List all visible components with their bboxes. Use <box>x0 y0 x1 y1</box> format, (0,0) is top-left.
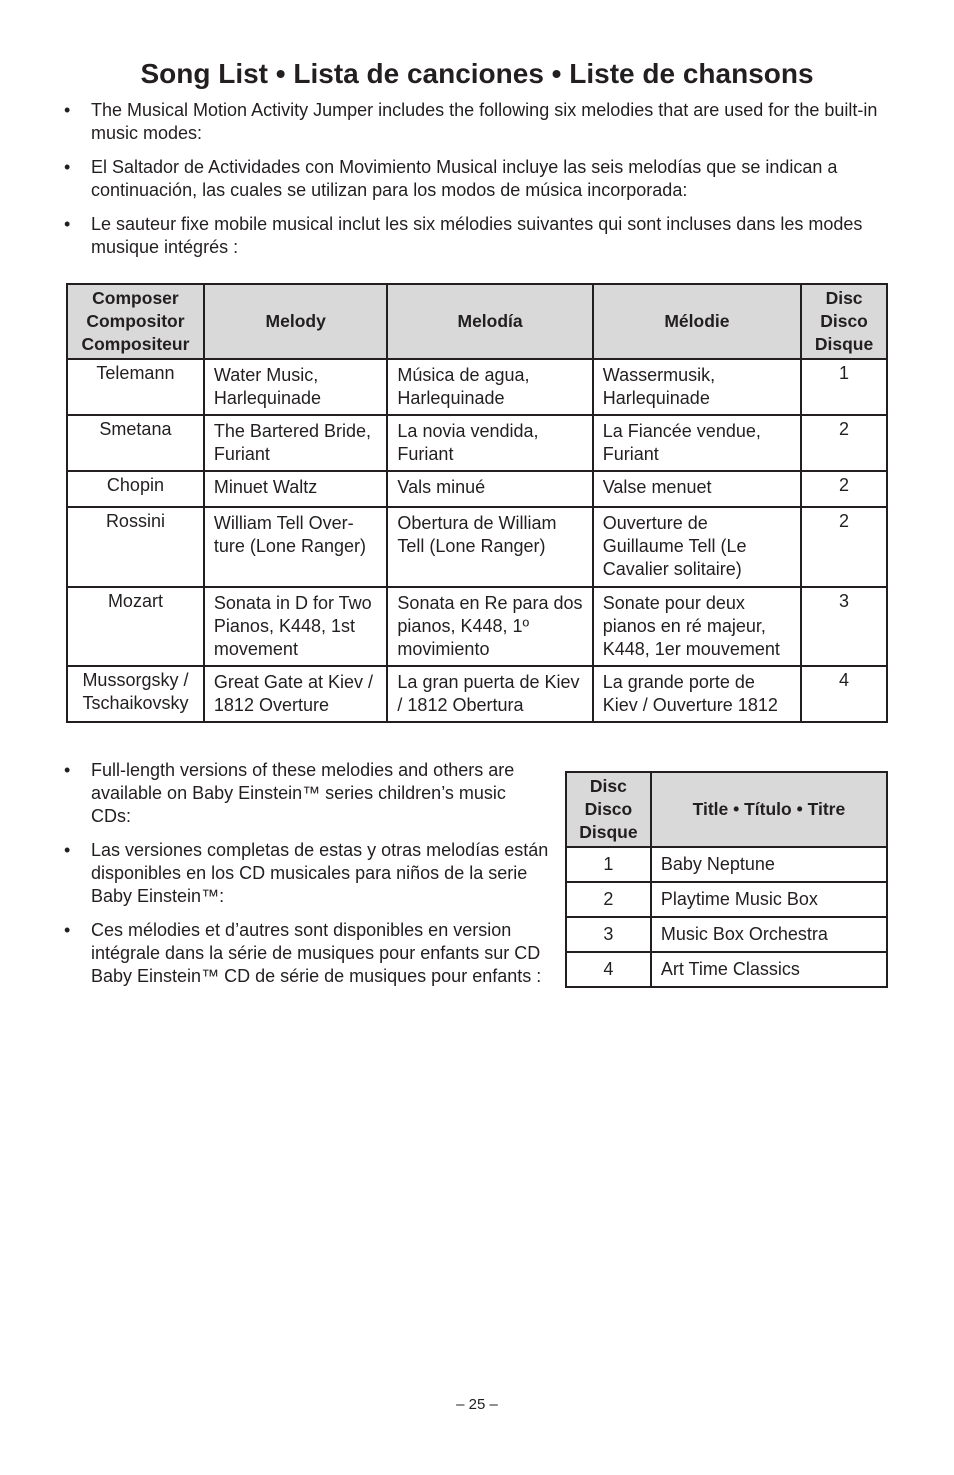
melodie-cell: Sonate pour deux pianos en ré majeur, K4… <box>591 586 803 667</box>
disc-cell: 1 <box>565 846 652 883</box>
disc-cell: 2 <box>800 470 888 508</box>
composer-cell: Chopin <box>66 470 205 508</box>
disc-cell: 4 <box>800 665 888 723</box>
list-item: • Full-length versions of these melodies … <box>64 760 515 826</box>
intro-bullet-list: • The Musical Motion Activity Jumper incl… <box>64 99 884 270</box>
list-item: • Le sauteur fixe mobile musical inclut l… <box>64 214 863 257</box>
table-row: 2 Playtime Music Box <box>565 881 889 918</box>
table-row: Mozart Sonata in D for Two Pianos, K448, … <box>66 586 888 667</box>
bullet-text: Le sauteur fixe mobile musical inclut le… <box>91 214 863 257</box>
composer-cell: Mussorgsky / Tschaikovsky <box>66 665 205 723</box>
table-header-row: Composer Compositor Compositeur Melody M… <box>66 283 888 360</box>
title-cell: Music Box Orchestra <box>649 916 889 953</box>
disc-cell: 2 <box>800 414 888 472</box>
melody-cell: Water Music, Harlequinade <box>202 358 389 416</box>
melody-cell: Minuet Waltz <box>202 470 389 508</box>
header-melodie: Mélodie <box>591 283 803 360</box>
melody-cell: The Bartered Bride, Furiant <box>202 414 389 472</box>
disc-cell: 1 <box>800 358 888 416</box>
table-header-row: Disc Disco Disque Title • Título • Titre <box>565 771 889 848</box>
header-disc: Disc Disco Disque <box>800 283 888 360</box>
cd-bullet-list: • Full-length versions of these melodies … <box>64 759 549 999</box>
header-melodia: Melodía <box>386 283 594 360</box>
table-row: Smetana The Bartered Bride, Furiant La nov… <box>66 414 888 472</box>
disc-cell: 2 <box>565 881 652 918</box>
melodie-cell: La grande porte de Kiev / Ouverture 1812 <box>591 665 803 723</box>
list-item: • Las versiones completas de estas y otra… <box>64 840 549 906</box>
title-cell: Baby Neptune <box>649 846 889 883</box>
list-item: • Ces mélodies et d’autres sont disponibl… <box>64 920 542 986</box>
melodia-cell: Vals minué <box>386 470 594 508</box>
melodie-cell: La Fiancée vendue, Furiant <box>591 414 803 472</box>
melodie-cell: Wassermusik, Harlequinade <box>591 358 803 416</box>
page-number: – 25 – <box>456 1396 498 1413</box>
bullet-text: Full-length versions of these melodies a… <box>91 760 515 826</box>
header-melody: Melody <box>202 283 389 360</box>
melodia-cell: La gran puerta de Kiev / 1812 Obertura <box>386 665 594 723</box>
disc-cell: 3 <box>800 586 888 667</box>
page-title: Song List • Lista de canciones • Liste d… <box>140 58 814 89</box>
table-row: Telemann Water Music, Harlequinade Música … <box>66 358 888 416</box>
melody-cell: William Tell Over-ture (Lone Ranger) <box>202 506 389 588</box>
table-row: 3 Music Box Orchestra <box>565 916 889 953</box>
composer-cell: Telemann <box>66 358 205 416</box>
disc-cell: 4 <box>565 951 652 988</box>
melodia-cell: La novia vendida, Furiant <box>386 414 594 472</box>
table-row: 1 Baby Neptune <box>565 846 889 883</box>
melodia-cell: Sonata en Re para dos pianos, K448, 1º m… <box>386 586 594 667</box>
melodia-cell: Obertura de William Tell (Lone Ranger) <box>386 506 594 588</box>
title-cell: Playtime Music Box <box>649 881 889 918</box>
bullet-text: Ces mélodies et d’autres sont disponible… <box>91 920 542 986</box>
header-title: Title • Título • Titre <box>649 771 889 848</box>
table-row: Rossini William Tell Over-ture (Lone Rang… <box>66 506 888 588</box>
title-cell: Art Time Classics <box>649 951 889 988</box>
composer-cell: Mozart <box>66 586 205 667</box>
bullet-text: The Musical Motion Activity Jumper inclu… <box>91 100 878 143</box>
melody-cell: Great Gate at Kiev / 1812 Overture <box>202 665 389 723</box>
composer-cell: Rossini <box>66 506 205 588</box>
header-composer: Composer Compositor Compositeur <box>66 283 205 360</box>
disc-cell: 3 <box>565 916 652 953</box>
table-row: Mussorgsky / Tschaikovsky Great Gate at K… <box>66 665 888 723</box>
song-table: Composer Compositor Compositeur Melody M… <box>66 283 888 723</box>
melodie-cell: Valse menuet <box>591 470 803 508</box>
list-item: • El Saltador de Actividades con Movimien… <box>64 157 838 200</box>
melodie-cell: Ouverture de Guillaume Tell (Le Cavalier… <box>591 506 803 588</box>
table-row: 4 Art Time Classics <box>565 951 889 988</box>
composer-cell: Smetana <box>66 414 205 472</box>
melody-cell: Sonata in D for Two Pianos, K448, 1st mo… <box>202 586 389 667</box>
table-row: Chopin Minuet Waltz Vals minué Valse menuet… <box>66 470 888 508</box>
disc-table: Disc Disco Disque Title • Título • Titre… <box>565 771 889 988</box>
bullet-text: Las versiones completas de estas y otras… <box>91 840 549 906</box>
list-item: • The Musical Motion Activity Jumper incl… <box>64 100 878 143</box>
header-disc: Disc Disco Disque <box>565 771 652 848</box>
disc-cell: 2 <box>800 506 888 588</box>
melodia-cell: Música de agua, Harlequinade <box>386 358 594 416</box>
bullet-text: El Saltador de Actividades con Movimient… <box>91 157 838 200</box>
